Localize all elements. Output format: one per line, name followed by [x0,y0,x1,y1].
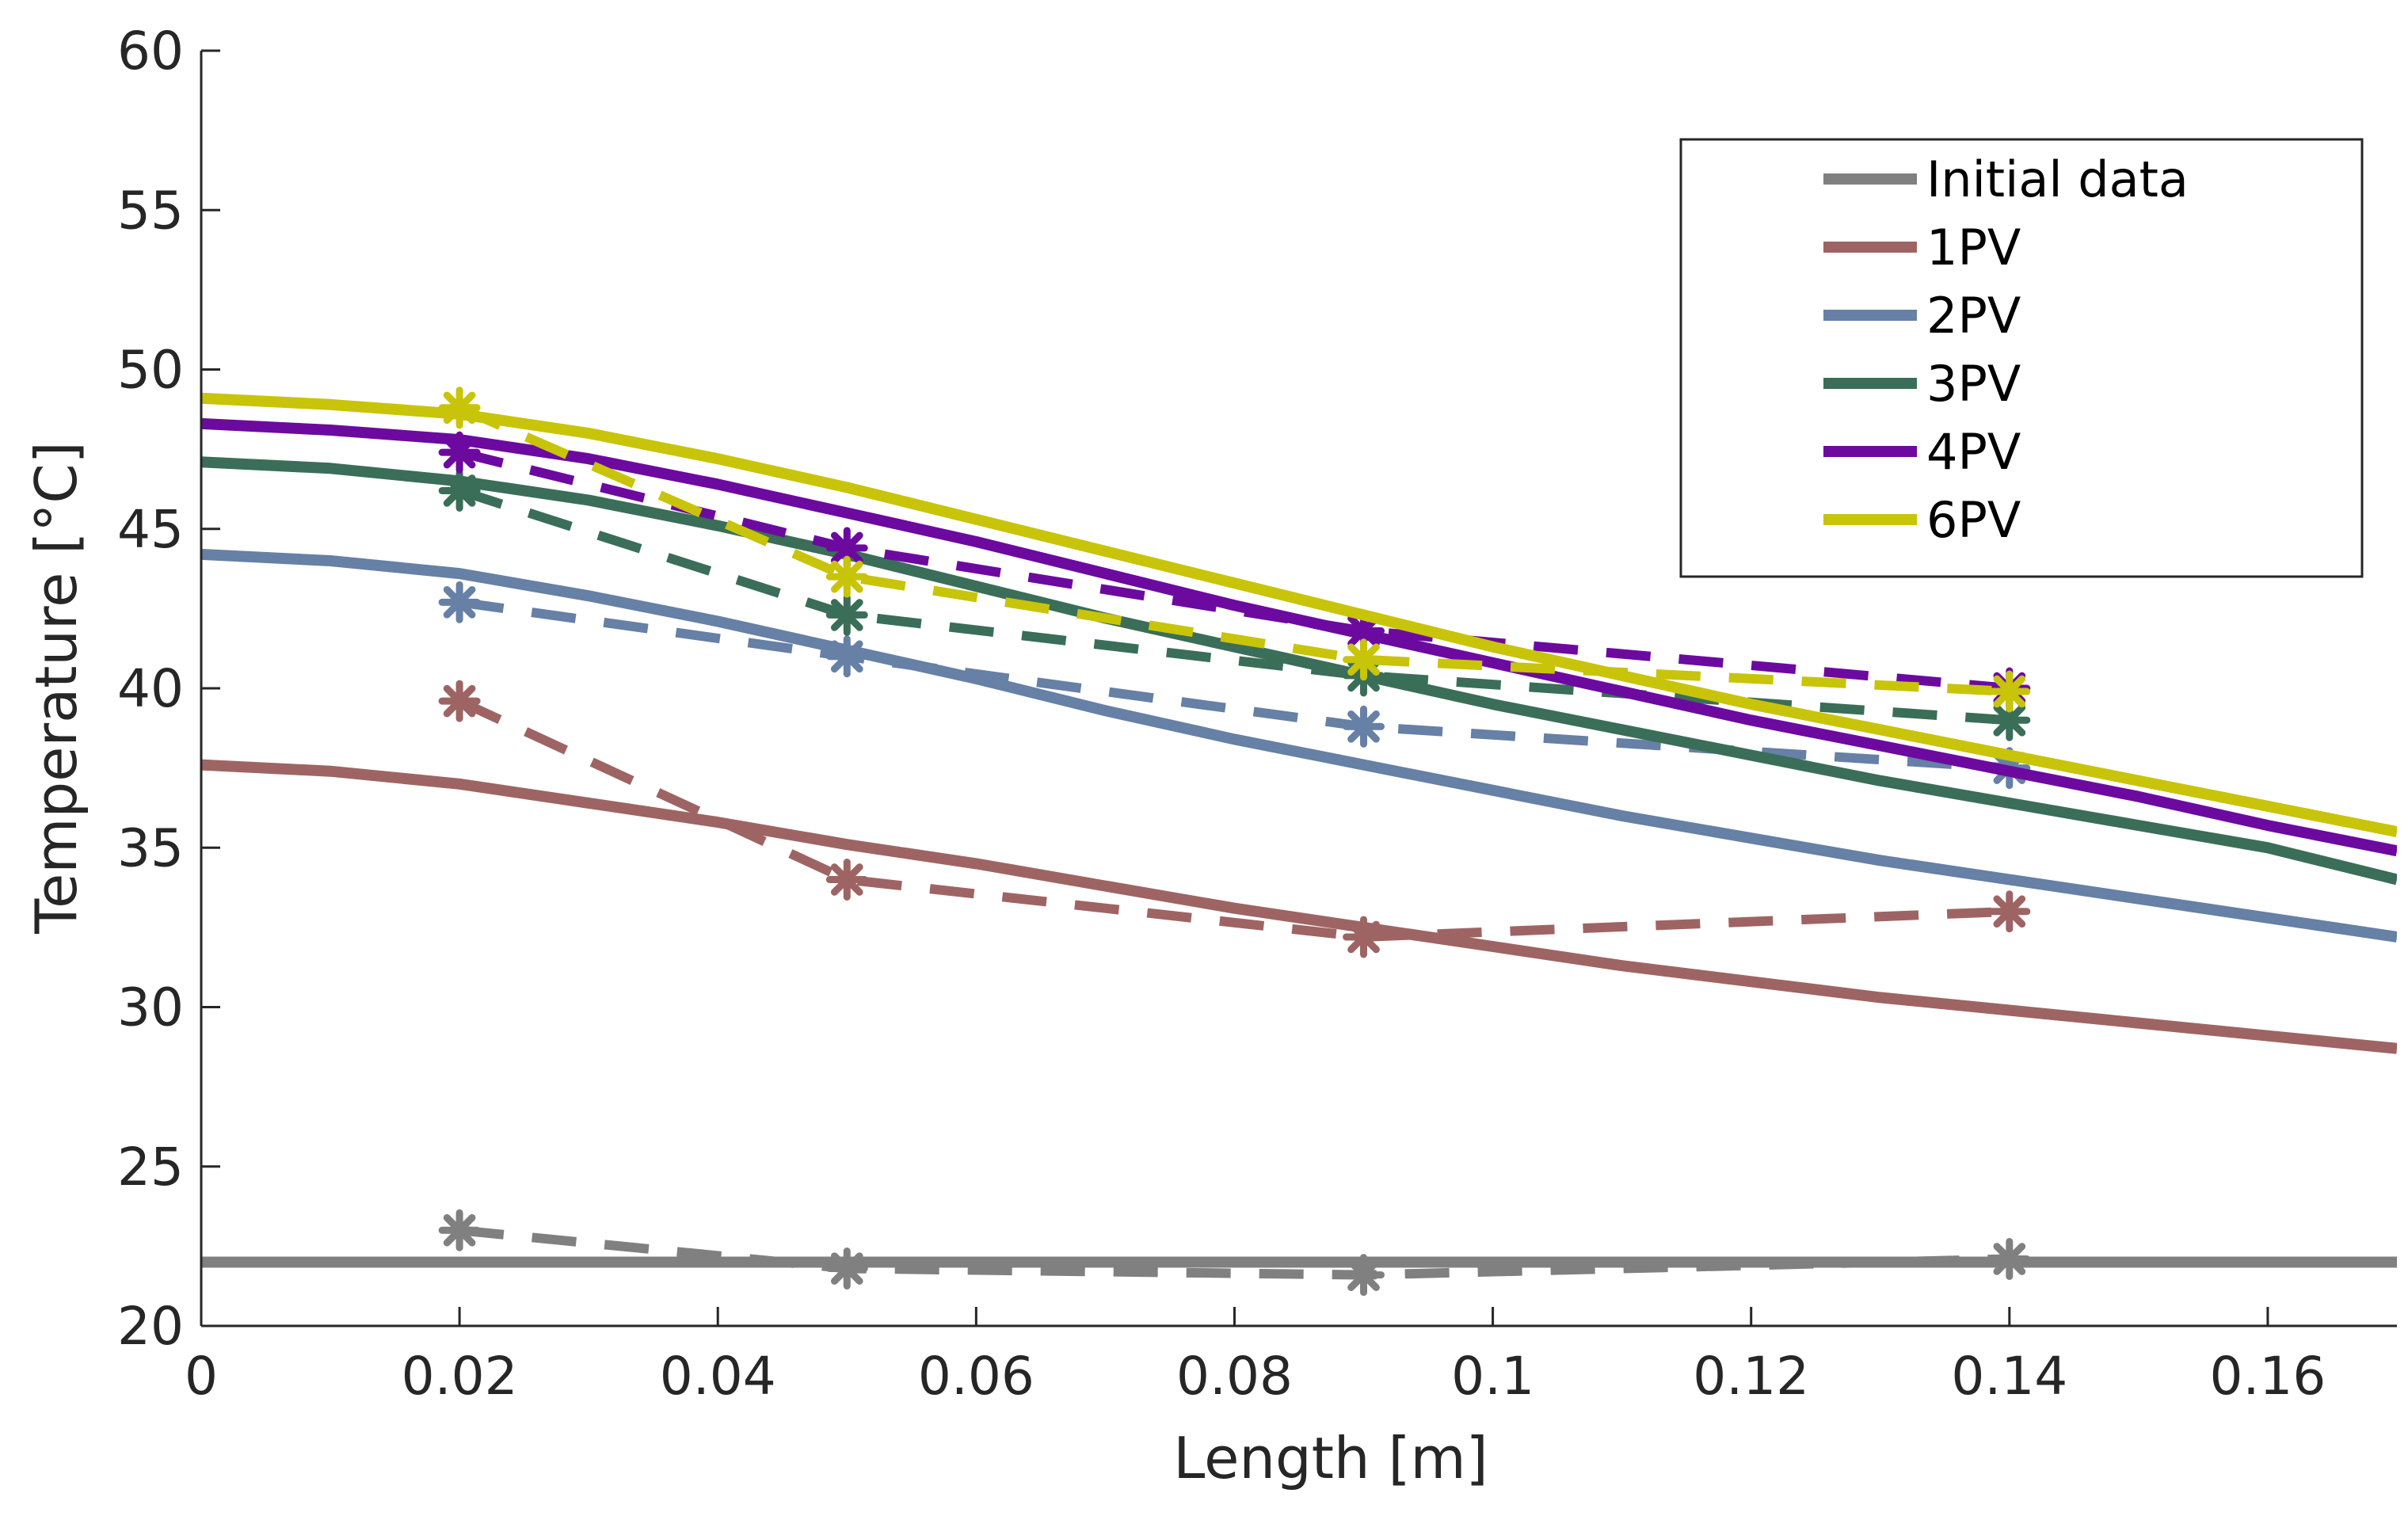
data-point-6pv-1 [438,387,481,429]
x-tick-label: 0.16 [2209,1346,2326,1407]
data-point-initial-data-3 [1343,1254,1385,1297]
legend-label: 3PV [1926,355,2021,413]
x-tick-label: 0.08 [1176,1346,1293,1407]
data-point-initial-data-2 [825,1247,868,1290]
legend-entry-initial-data: Initial data [1823,150,2189,208]
legend: Initial data 1PV 2PV 3PV 4PV 6PV [1679,138,2364,578]
data-point-6pv-4 [1988,670,2031,713]
data-point-3pv-1 [438,469,481,512]
data-point-6pv-3 [1343,638,1385,681]
x-tick-label: 0.14 [1951,1346,2067,1407]
x-tick-label: 0.04 [660,1346,776,1407]
x-tick-label: 0.06 [918,1346,1034,1407]
model-line-3pv [201,456,2397,886]
data-point-2pv-1 [438,581,481,623]
y-tick-label: 40 [117,658,184,719]
measured-line-3pv [458,486,2010,726]
data-point-initial-data-4 [1988,1237,2031,1280]
y-tick-label: 25 [117,1137,184,1198]
data-point-4pv-1 [438,431,481,474]
legend-label: 6PV [1926,491,2021,549]
model-line-2pv [201,548,2397,943]
x-tick-label: 0 [185,1346,218,1407]
legend-label: 2PV [1926,287,2021,345]
measured-line-4pv [458,448,2010,693]
data-point-6pv-2 [825,555,868,598]
plot-series [201,387,2397,1297]
measured-line-1pv [457,696,2010,942]
legend-entry-1pv: 1PV [1823,219,2021,276]
model-line-4pv [201,417,2397,857]
legend-entry-3pv: 3PV [1823,355,2021,413]
measured-line-6pv [457,403,2010,696]
series-6pv [201,387,2397,837]
y-tick-label: 60 [117,21,184,82]
legend-entry-4pv: 4PV [1823,423,2021,481]
legend-label: Initial data [1926,150,2189,208]
y-tick-label: 55 [117,180,184,241]
x-axis-title: Length [m] [1173,1425,1488,1491]
axes: 0 0.02 0.04 0.06 0.08 0.1 0.12 0.14 0.16 20 25 30 35… [117,21,2397,1407]
data-point-2pv-2 [825,635,868,678]
legend-label: 1PV [1926,219,2021,276]
data-point-1pv-2 [825,859,868,901]
data-point-1pv-4 [1988,890,2031,933]
x-tick-label: 0.12 [1693,1346,1809,1407]
y-tick-label: 45 [117,499,184,560]
data-point-1pv-3 [1343,916,1385,958]
x-tick-label: 0.1 [1451,1346,1534,1407]
series-initial-data [201,1209,2397,1297]
y-tick-label: 20 [117,1296,184,1357]
y-tick-label: 50 [117,340,184,401]
model-line-6pv [201,392,2397,837]
data-point-2pv-3 [1343,705,1385,748]
data-point-1pv-1 [438,680,481,722]
model-line-1pv [201,759,2397,1054]
legend-box [1679,138,2364,578]
legend-entry-2pv: 2PV [1823,287,2021,345]
y-tick-label: 35 [117,817,184,878]
y-tick-label: 30 [117,977,184,1038]
legend-label: 4PV [1926,423,2021,481]
data-point-initial-data-1 [438,1209,481,1251]
data-point-3pv-2 [825,593,868,636]
data-point-3pv-4 [1988,699,2031,741]
legend-entry-6pv: 6PV [1823,491,2021,549]
x-tick-label: 0.02 [402,1346,518,1407]
series-1pv [201,680,2397,1054]
series-2pv [201,548,2397,943]
y-axis-title: Temperature [°C] [23,441,90,934]
